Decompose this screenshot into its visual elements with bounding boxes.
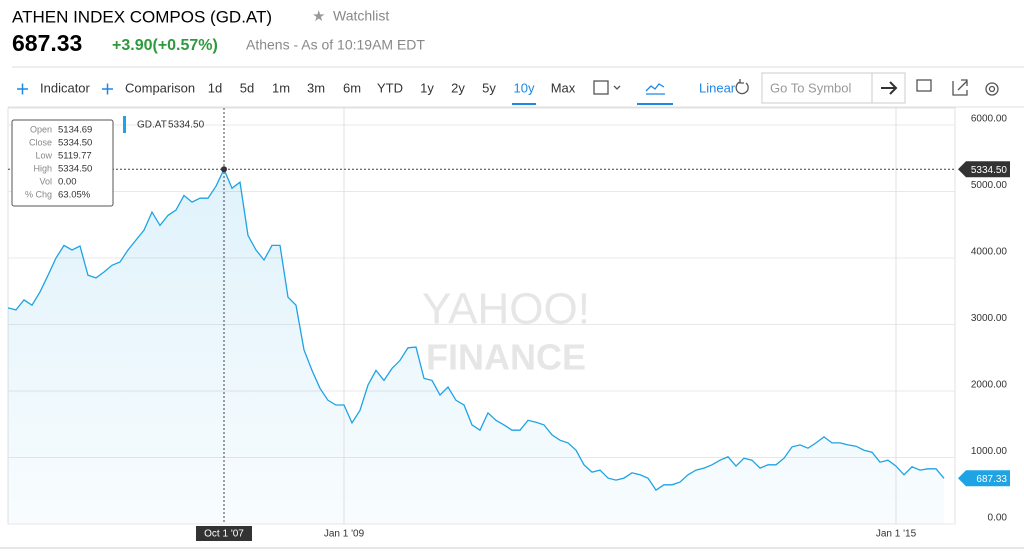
tooltip-value: 5334.50 <box>58 138 92 149</box>
toolbar: Indicator Comparison 1d 5d 1m 3m 6m YTD 1y 2y 5y 10… <box>17 80 736 105</box>
toolbar-item[interactable]: 1d <box>208 80 222 95</box>
toolbar-item[interactable]: 6m <box>343 80 361 95</box>
icons <box>593 79 999 96</box>
x-tick-label: Oct 1 '07 <box>204 529 244 540</box>
y-tick-label: 6000.00 <box>971 114 1008 125</box>
expand-icon[interactable] <box>952 79 968 96</box>
y-tick-label: 2000.00 <box>971 380 1008 391</box>
arrow-icon <box>881 81 898 95</box>
plus-icon <box>102 83 113 95</box>
toolbar-item[interactable]: Linear <box>699 80 736 95</box>
dropdown-icon <box>613 85 621 90</box>
y-tick-label: 3000.00 <box>971 313 1008 324</box>
search-placeholder: Go To Symbol <box>770 80 852 95</box>
settings-icon[interactable] <box>985 82 999 96</box>
tooltip-label: High <box>33 163 52 173</box>
toolbar-item[interactable]: 10y <box>514 80 535 95</box>
y-tick-label: 4000.00 <box>971 247 1008 258</box>
change: +3.90(+0.57%) <box>112 37 218 54</box>
plot: 0.00 1000.00 2000.00 3000.00 4000.00 5000.00 6… <box>7 107 1010 541</box>
calendar-icon[interactable] <box>593 80 609 95</box>
legend-value: 5334.50 <box>168 120 205 131</box>
price-tag <box>958 470 1010 487</box>
y-tick-label: 0.00 <box>988 513 1008 524</box>
print-icon[interactable] <box>916 79 932 92</box>
toolbar-item[interactable]: Max <box>551 80 576 95</box>
tooltip-value: 0.00 <box>58 177 77 188</box>
star-icon[interactable]: ★ <box>312 8 325 25</box>
y-tick-label: 1000.00 <box>971 446 1008 457</box>
settings-icon-center <box>988 85 996 93</box>
tooltip-label: Close <box>29 137 52 147</box>
price: 687.33 <box>12 30 82 56</box>
y-tick-label: 5000.00 <box>971 180 1008 191</box>
chart-type-icon[interactable] <box>645 83 665 95</box>
tooltip-label: % Chg <box>25 189 52 199</box>
search-box[interactable] <box>761 72 873 104</box>
tooltip-value: 63.05% <box>58 190 91 201</box>
tooltip-box <box>11 119 114 207</box>
watermark: FINANCE <box>426 337 586 378</box>
legend-name: GD.AT <box>137 120 167 131</box>
toolbar-item[interactable]: 1m <box>272 80 290 95</box>
price-tag-label: 687.33 <box>976 474 1007 485</box>
x-tick-label: Jan 1 '09 <box>324 529 365 540</box>
tooltip-label: Open <box>30 124 52 134</box>
hover-point <box>221 166 227 173</box>
toolbar-item[interactable]: 5d <box>240 80 254 95</box>
go-button[interactable] <box>871 72 906 104</box>
toolbar-item[interactable]: YTD <box>377 80 403 95</box>
status: Athens - As of 10:19AM EDT <box>246 37 425 53</box>
tooltip-value: 5134.69 <box>58 125 92 136</box>
toolbar-item[interactable]: 5y <box>482 80 496 95</box>
area <box>8 169 944 525</box>
toolbar-item[interactable]: 1y <box>420 80 434 95</box>
watchlist[interactable]: Watchlist <box>333 8 389 24</box>
x-label-highlight <box>196 526 252 541</box>
toolbar-item[interactable]: 2y <box>451 80 465 95</box>
tooltip-value: 5334.50 <box>58 164 92 175</box>
toolbar-item[interactable]: Comparison <box>125 80 195 95</box>
plus-icon <box>17 83 28 95</box>
watermark: YAHOO! <box>422 285 590 334</box>
tooltip-label: Low <box>35 150 52 160</box>
price-tag-label: 5334.50 <box>971 165 1008 176</box>
toolbar-item[interactable]: 3m <box>307 80 325 95</box>
toolbar-item[interactable]: Indicator <box>40 80 91 95</box>
legend-swatch <box>123 116 126 133</box>
price-line <box>7 167 945 491</box>
price-tag <box>958 161 1010 178</box>
tooltip-label: Vol <box>39 176 52 186</box>
tooltip-value: 5119.77 <box>58 151 92 162</box>
x-tick-label: Jan 1 '15 <box>876 529 917 540</box>
title: ATHEN INDEX COMPOS (GD.AT) <box>12 7 272 26</box>
undo-icon[interactable] <box>735 79 749 95</box>
